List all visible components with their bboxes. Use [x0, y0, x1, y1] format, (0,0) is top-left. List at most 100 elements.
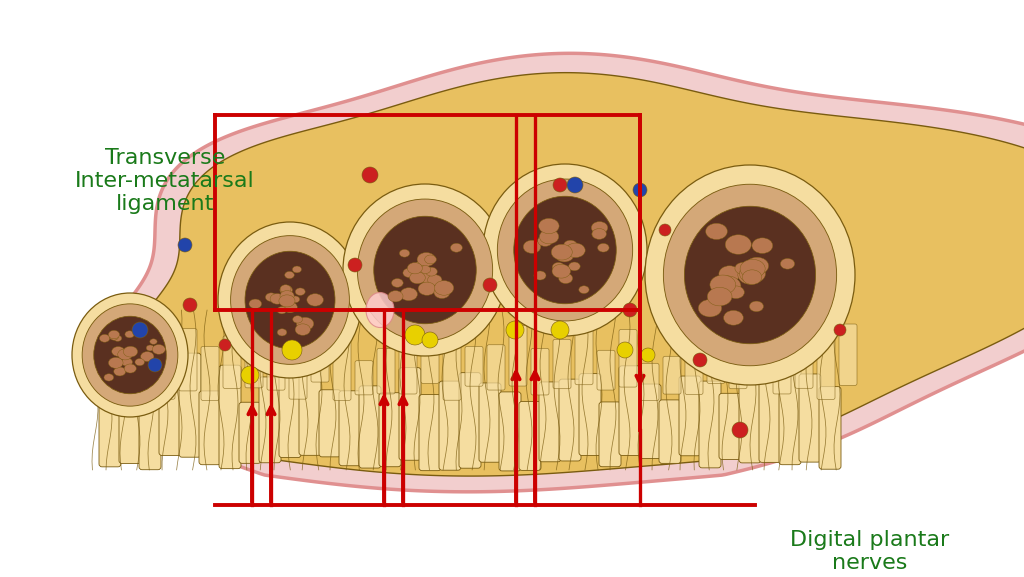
Ellipse shape	[735, 263, 751, 274]
FancyBboxPatch shape	[465, 346, 483, 386]
FancyBboxPatch shape	[439, 381, 461, 470]
Ellipse shape	[283, 302, 297, 313]
FancyBboxPatch shape	[639, 384, 662, 459]
FancyBboxPatch shape	[509, 325, 527, 386]
Ellipse shape	[276, 306, 287, 314]
FancyBboxPatch shape	[707, 329, 725, 383]
FancyBboxPatch shape	[139, 408, 161, 470]
FancyBboxPatch shape	[739, 373, 761, 463]
Ellipse shape	[750, 301, 764, 312]
Ellipse shape	[591, 222, 608, 234]
FancyBboxPatch shape	[219, 365, 241, 469]
FancyBboxPatch shape	[399, 368, 421, 460]
Circle shape	[623, 303, 637, 317]
Polygon shape	[127, 73, 1024, 476]
Ellipse shape	[357, 199, 493, 341]
Ellipse shape	[483, 164, 647, 336]
Ellipse shape	[391, 279, 403, 287]
Ellipse shape	[94, 316, 166, 394]
FancyBboxPatch shape	[379, 393, 401, 467]
Circle shape	[406, 325, 425, 345]
Ellipse shape	[706, 223, 727, 239]
FancyBboxPatch shape	[659, 400, 681, 463]
FancyBboxPatch shape	[519, 402, 541, 470]
Ellipse shape	[555, 248, 574, 262]
FancyBboxPatch shape	[531, 349, 549, 395]
Circle shape	[659, 224, 671, 236]
Ellipse shape	[293, 266, 301, 273]
Ellipse shape	[249, 299, 262, 309]
Ellipse shape	[135, 358, 144, 366]
Polygon shape	[98, 53, 1024, 492]
Circle shape	[506, 321, 524, 339]
Circle shape	[282, 340, 302, 360]
FancyBboxPatch shape	[618, 329, 637, 387]
Ellipse shape	[534, 271, 546, 280]
Circle shape	[633, 183, 647, 197]
Circle shape	[567, 177, 583, 193]
Ellipse shape	[150, 339, 157, 344]
Ellipse shape	[551, 244, 572, 260]
FancyBboxPatch shape	[839, 324, 857, 385]
FancyBboxPatch shape	[819, 387, 841, 469]
FancyBboxPatch shape	[499, 392, 521, 471]
Ellipse shape	[559, 273, 572, 283]
Circle shape	[617, 342, 633, 358]
Ellipse shape	[307, 294, 324, 306]
Ellipse shape	[99, 335, 110, 342]
Ellipse shape	[418, 282, 436, 295]
FancyBboxPatch shape	[333, 339, 351, 400]
Ellipse shape	[698, 299, 722, 317]
FancyBboxPatch shape	[113, 358, 131, 394]
Ellipse shape	[124, 364, 136, 373]
Ellipse shape	[566, 243, 586, 257]
Ellipse shape	[708, 287, 732, 306]
Circle shape	[551, 321, 569, 339]
Ellipse shape	[245, 251, 335, 349]
Ellipse shape	[265, 293, 276, 302]
Ellipse shape	[279, 295, 295, 307]
FancyBboxPatch shape	[119, 391, 141, 463]
FancyBboxPatch shape	[199, 391, 221, 464]
FancyBboxPatch shape	[399, 342, 417, 394]
FancyBboxPatch shape	[377, 349, 395, 394]
Ellipse shape	[280, 291, 294, 301]
Ellipse shape	[109, 331, 120, 339]
Ellipse shape	[592, 228, 606, 239]
FancyBboxPatch shape	[751, 343, 769, 382]
Ellipse shape	[399, 249, 410, 257]
FancyBboxPatch shape	[779, 364, 801, 464]
Ellipse shape	[343, 184, 507, 356]
Ellipse shape	[752, 238, 773, 253]
FancyBboxPatch shape	[699, 381, 721, 468]
FancyBboxPatch shape	[311, 327, 329, 382]
Ellipse shape	[417, 253, 435, 267]
Circle shape	[132, 322, 148, 338]
Ellipse shape	[739, 264, 766, 283]
FancyBboxPatch shape	[663, 357, 681, 394]
FancyBboxPatch shape	[443, 342, 461, 400]
Ellipse shape	[498, 179, 633, 321]
Ellipse shape	[408, 263, 422, 274]
Ellipse shape	[110, 334, 119, 340]
FancyBboxPatch shape	[135, 361, 153, 395]
FancyBboxPatch shape	[319, 390, 341, 457]
Ellipse shape	[114, 367, 126, 376]
Ellipse shape	[724, 310, 743, 325]
FancyBboxPatch shape	[719, 394, 741, 459]
FancyBboxPatch shape	[487, 344, 505, 390]
FancyBboxPatch shape	[239, 402, 261, 463]
Ellipse shape	[109, 357, 123, 368]
Ellipse shape	[114, 335, 122, 342]
Ellipse shape	[552, 263, 564, 272]
Ellipse shape	[153, 344, 165, 354]
Ellipse shape	[684, 206, 816, 344]
Circle shape	[732, 422, 748, 438]
FancyBboxPatch shape	[459, 373, 481, 468]
Ellipse shape	[285, 271, 294, 279]
Circle shape	[183, 298, 197, 312]
FancyBboxPatch shape	[729, 344, 746, 389]
Circle shape	[362, 167, 378, 183]
Ellipse shape	[426, 267, 437, 276]
Circle shape	[219, 339, 231, 351]
